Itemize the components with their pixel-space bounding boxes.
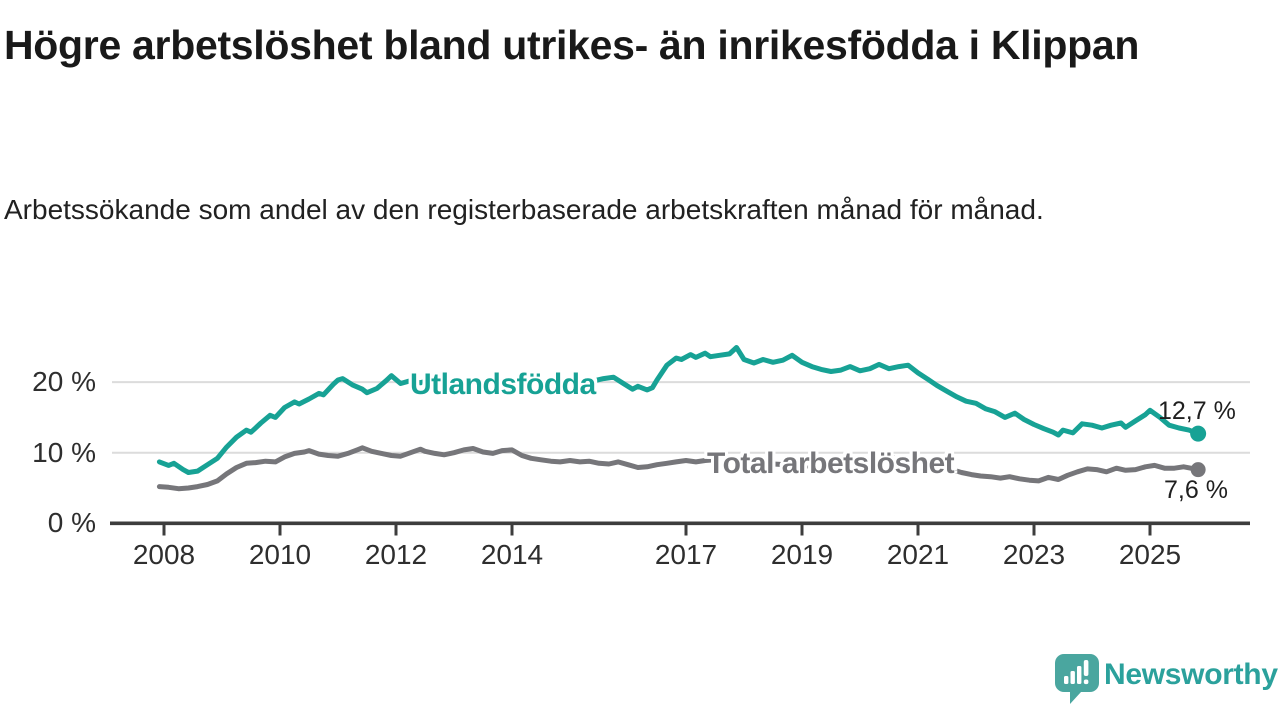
series-line-utlandsfodda xyxy=(156,345,1201,475)
series-end-dot-total xyxy=(1190,462,1206,478)
end-value-label-utlandsfodda: 12,7 % xyxy=(1158,397,1236,425)
x-tick-label: 2010 xyxy=(248,539,312,570)
y-tick-label: 20 % xyxy=(32,366,96,398)
bar-chart-speech-bubble-icon xyxy=(1055,654,1099,704)
series-end-dot-utlandsfodda xyxy=(1190,425,1207,442)
chart-subtitle: Arbetssökande som andel av den registerb… xyxy=(4,194,1044,225)
x-tick-label: 2008 xyxy=(132,539,196,570)
x-tick-label: 2019 xyxy=(770,539,834,570)
newsworthy-wordmark: Newsworthy xyxy=(1104,658,1278,691)
x-tick-label: 2014 xyxy=(480,539,544,570)
gridlines xyxy=(112,381,1250,454)
x-tick-label: 2012 xyxy=(364,539,428,570)
series-label-total-arbetsloshet: Total arbetslöshet xyxy=(707,447,955,480)
x-tick-label: 2023 xyxy=(1002,539,1066,570)
x-tick-label: 2021 xyxy=(886,539,950,570)
series-label-utlandsfodda: Utlandsfödda xyxy=(410,368,596,401)
series-line-total-arbetsloshet xyxy=(156,445,1201,492)
x-tick-label: 2017 xyxy=(654,539,718,570)
y-tick-label: 0 % xyxy=(47,507,96,539)
x-tick-label: 2025 xyxy=(1118,539,1182,570)
axis-ticks xyxy=(162,525,1152,536)
y-tick-label: 10 % xyxy=(32,436,96,468)
newsworthy-logo xyxy=(1054,653,1100,705)
end-value-label-total: 7,6 % xyxy=(1164,476,1228,504)
page-title: Högre arbetslöshet bland utrikes- än inr… xyxy=(4,22,1140,68)
